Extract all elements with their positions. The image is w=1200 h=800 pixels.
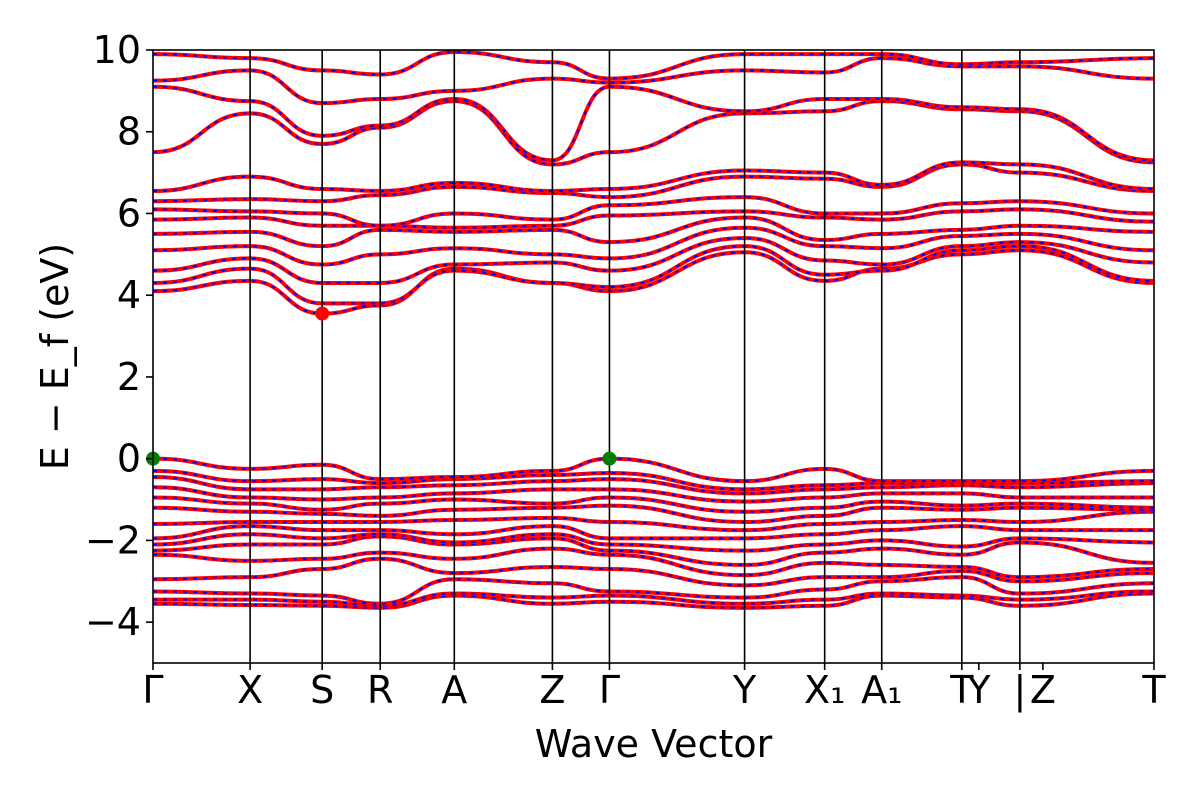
y-axis-ticks: −4 −2 0 2 4 6 8 10 — [85, 28, 153, 644]
band-line-dashed — [153, 57, 1154, 105]
y-tick-label: 0 — [117, 437, 141, 481]
band-line-dashed — [153, 576, 1154, 605]
x-tick-label: | — [1013, 668, 1026, 713]
band-line-dashed — [153, 557, 1154, 587]
band-line-dashed — [153, 208, 1154, 229]
x-axis-ticks: Γ X S R A Z Γ Y X₁ A₁ TY | Z T — [142, 663, 1166, 713]
bands-layer — [153, 50, 1154, 610]
band-line — [153, 556, 1154, 588]
y-tick-label: 4 — [117, 273, 141, 317]
x-tick-label: A₁ — [861, 668, 902, 712]
extremum-marker — [315, 306, 330, 321]
band-line-dashed — [153, 245, 1154, 305]
x-tick-label: T — [1141, 668, 1166, 712]
y-tick-label: 10 — [93, 28, 141, 72]
x-tick-label: T — [949, 668, 974, 712]
band-line-dashed — [153, 535, 1154, 566]
x-tick-label: Z — [1030, 668, 1056, 712]
y-tick-label: −4 — [85, 600, 141, 644]
band-line-dashed — [153, 592, 1154, 609]
x-tick-label: X — [237, 668, 263, 712]
x-tick-label: Y — [966, 668, 991, 712]
x-axis-title: Wave Vector — [535, 722, 773, 766]
y-tick-label: 6 — [117, 191, 141, 235]
band-line-dashed — [153, 163, 1154, 203]
kpoint-lines — [249, 50, 1021, 663]
x-tick-label: Z — [539, 668, 565, 712]
y-tick-label: −2 — [85, 518, 141, 562]
x-tick-label: R — [367, 668, 393, 712]
band-line — [153, 162, 1154, 204]
plot-frame — [152, 49, 1155, 664]
x-tick-label: A — [441, 668, 467, 712]
x-tick-label: Γ — [599, 668, 620, 712]
x-tick-label: Γ — [142, 668, 163, 712]
y-tick-label: 8 — [117, 110, 141, 154]
band-line-dashed — [153, 196, 1154, 227]
x-tick-label: Y — [732, 668, 757, 712]
y-axis-title: E − E_f (eV) — [33, 243, 77, 471]
extremum-marker — [602, 451, 617, 466]
x-tick-label: S — [310, 668, 334, 712]
band-line — [153, 244, 1154, 306]
extrema-markers — [146, 306, 617, 466]
x-tick-label: X₁ — [804, 668, 845, 712]
y-tick-label: 2 — [117, 355, 141, 399]
